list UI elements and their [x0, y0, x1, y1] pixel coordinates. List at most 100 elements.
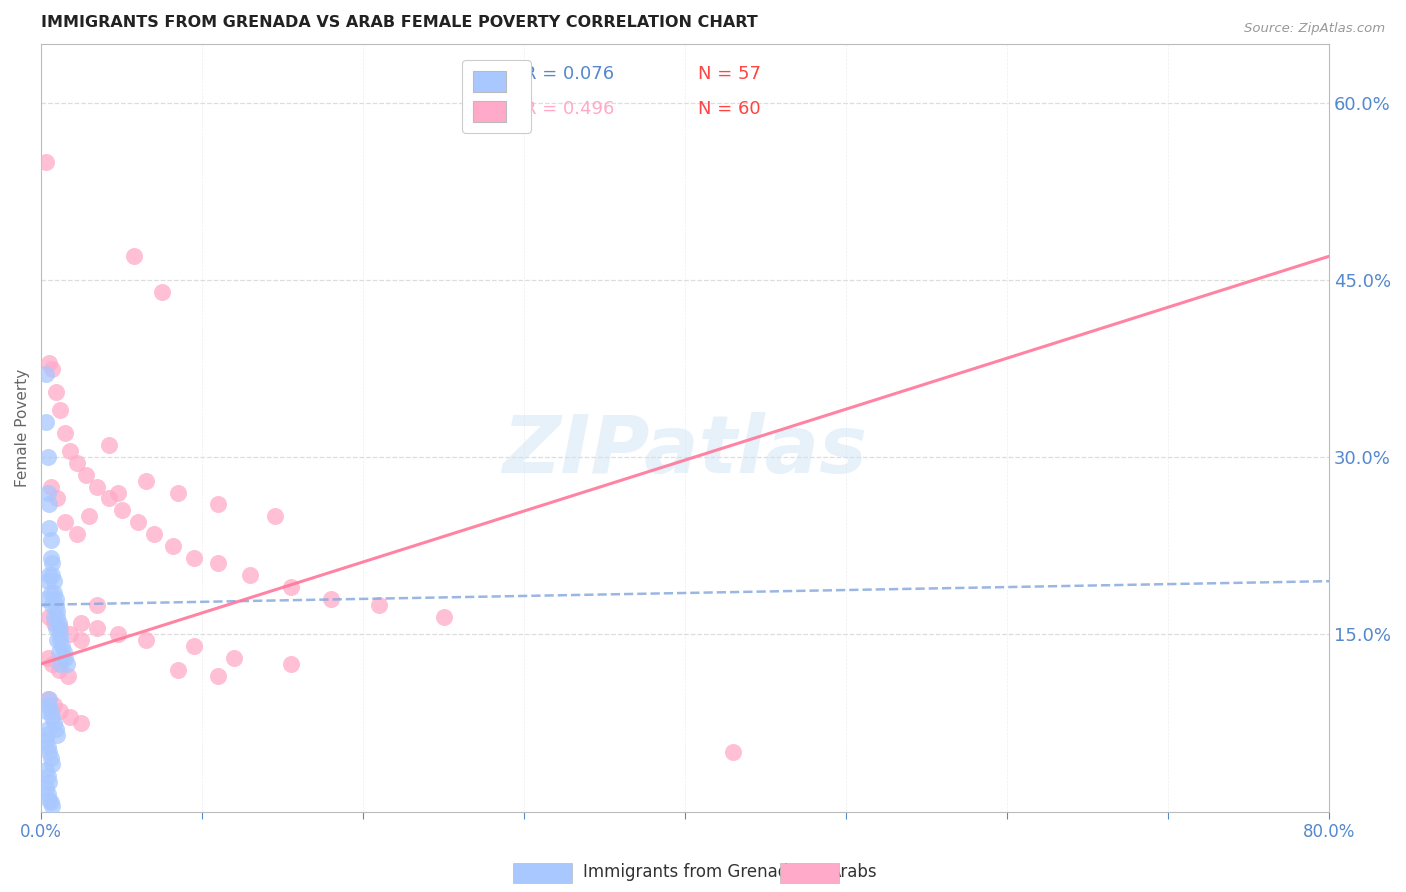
Point [56, 657, 79, 671]
Point [45, 598, 67, 612]
Point [49, 627, 72, 641]
Point [207, 497, 229, 511]
Point [41, 657, 63, 671]
Point [37, 450, 59, 464]
Point [110, 503, 132, 517]
Point [41, 557, 63, 571]
Point [207, 557, 229, 571]
Point [51, 639, 73, 653]
Point [79, 509, 101, 524]
Point [37, 698, 59, 713]
Point [39, 751, 62, 765]
Point [35, 368, 58, 382]
Point [65, 456, 87, 470]
Point [39, 550, 62, 565]
Point [263, 509, 285, 524]
Point [53, 651, 76, 665]
Point [127, 515, 149, 529]
Point [48, 621, 70, 635]
Point [38, 521, 60, 535]
Point [142, 527, 165, 541]
Point [49, 704, 72, 718]
Point [86, 480, 108, 494]
Point [107, 485, 129, 500]
Point [46, 728, 69, 742]
Legend: , : , [463, 61, 531, 133]
Text: Source: ZipAtlas.com: Source: ZipAtlas.com [1244, 22, 1385, 36]
Point [35, 415, 58, 429]
Point [368, 598, 391, 612]
Point [37, 692, 59, 706]
Point [42, 609, 65, 624]
Point [319, 591, 342, 606]
Point [107, 627, 129, 641]
Point [58, 668, 80, 682]
Point [59, 627, 82, 641]
Text: Arabs: Arabs [830, 863, 877, 881]
Point [183, 550, 205, 565]
Point [35, 763, 58, 777]
Point [37, 485, 59, 500]
Point [45, 385, 67, 400]
Point [41, 710, 63, 724]
Text: R = 0.496: R = 0.496 [524, 100, 614, 118]
Point [35, 154, 58, 169]
Point [35, 728, 58, 742]
Point [53, 426, 76, 441]
Point [42, 698, 65, 713]
Point [70, 633, 93, 648]
Point [37, 739, 59, 754]
Point [38, 775, 60, 789]
Point [48, 615, 70, 630]
Text: N = 57: N = 57 [697, 65, 761, 83]
Point [65, 527, 87, 541]
Point [37, 651, 59, 665]
Point [45, 591, 67, 606]
Point [39, 586, 62, 600]
Point [41, 361, 63, 376]
Point [86, 621, 108, 635]
Point [39, 533, 62, 547]
Point [38, 793, 60, 807]
Point [46, 491, 69, 506]
Point [48, 645, 70, 659]
Point [41, 568, 63, 582]
Point [35, 733, 58, 747]
Point [239, 568, 262, 582]
Point [46, 609, 69, 624]
Point [207, 668, 229, 682]
Point [35, 704, 58, 718]
Point [52, 645, 75, 659]
Point [39, 480, 62, 494]
Point [70, 615, 93, 630]
Point [46, 633, 69, 648]
Point [135, 474, 157, 488]
Point [45, 722, 67, 736]
Point [49, 633, 72, 648]
Point [49, 621, 72, 635]
Point [38, 356, 60, 370]
Text: N = 60: N = 60 [697, 100, 761, 118]
Point [45, 621, 67, 635]
Point [42, 615, 65, 630]
Point [46, 604, 69, 618]
Y-axis label: Female Poverty: Female Poverty [15, 368, 30, 487]
Point [86, 598, 108, 612]
Point [38, 497, 60, 511]
Point [37, 574, 59, 589]
Point [37, 769, 59, 783]
Point [75, 467, 97, 482]
Point [59, 444, 82, 458]
Point [280, 580, 302, 594]
Point [135, 633, 157, 648]
Point [37, 787, 59, 801]
Point [59, 710, 82, 724]
Point [41, 798, 63, 813]
Point [167, 485, 190, 500]
Point [39, 795, 62, 809]
Point [124, 249, 146, 263]
Point [38, 692, 60, 706]
Point [70, 715, 93, 730]
Point [49, 402, 72, 417]
Point [97, 438, 120, 452]
